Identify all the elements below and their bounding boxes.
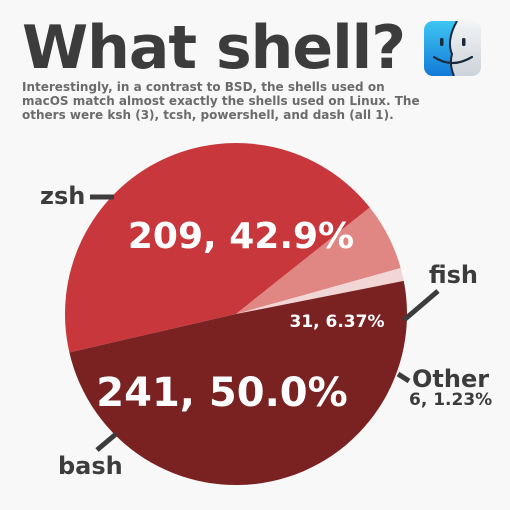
finder-icon: [424, 21, 481, 76]
callout-line-other: [396, 371, 411, 384]
chart-title: What shell?: [22, 13, 406, 83]
slice-value-zsh: 209, 42.9%: [128, 216, 354, 257]
slice-value-fish: 31, 6.37%: [289, 312, 384, 332]
slice-label-other: Other: [412, 365, 489, 393]
slice-value-bash: 241, 50.0%: [96, 370, 347, 416]
pie-slice-bash: [69, 280, 408, 486]
chart-subtitle: Interestingly, in a contrast to BSD, the…: [22, 80, 420, 122]
slice-label-bash: bash: [58, 452, 123, 480]
slice-label-zsh: zsh: [40, 182, 85, 210]
pie-slice-zsh: [64, 142, 370, 353]
callout-line-bash: [95, 432, 118, 452]
slice-value-other: 6, 1.23%: [409, 390, 492, 410]
callout-line-fish: [402, 289, 440, 322]
pie-slice-fish: [236, 207, 401, 314]
slice-label-fish: fish: [429, 261, 478, 289]
pie-slice-other: [236, 268, 404, 314]
